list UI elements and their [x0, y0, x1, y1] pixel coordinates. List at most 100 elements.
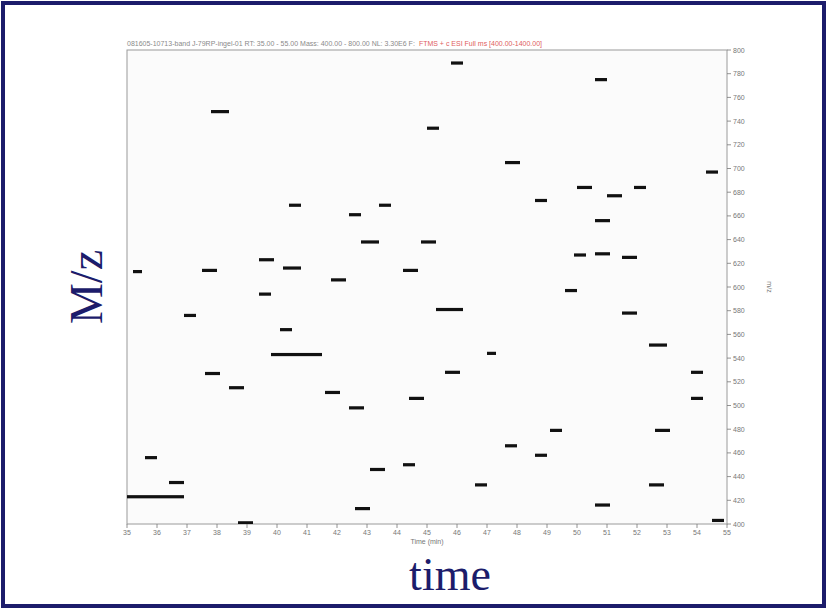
spot — [475, 483, 487, 486]
header: 081605-10713-band J-79RP-ingel-01 RT: 35… — [127, 40, 415, 48]
x-tick-label: 40 — [273, 529, 281, 536]
x-tick-label: 36 — [153, 529, 161, 536]
spot — [436, 308, 463, 311]
y-tick-label: 640 — [733, 236, 745, 243]
x-tick — [427, 524, 428, 528]
spot — [655, 429, 670, 432]
y-tick — [727, 144, 731, 145]
x-tick — [547, 524, 548, 528]
spot — [355, 507, 370, 510]
spot — [403, 269, 418, 272]
x-tick — [367, 524, 368, 528]
y-tick-label: 600 — [733, 284, 745, 291]
x-tick — [517, 524, 518, 528]
x-tick-label: 50 — [573, 529, 581, 536]
spot — [349, 406, 364, 409]
spot — [238, 521, 253, 524]
spot — [595, 219, 610, 222]
y-tick — [727, 215, 731, 216]
spot — [271, 353, 322, 356]
spot — [289, 204, 301, 207]
slide: 081605-10713-band J-79RP-ingel-01 RT: 35… — [0, 0, 827, 609]
y-tick-label: 620 — [733, 260, 745, 267]
spot — [535, 454, 547, 457]
y-tick-label: 740 — [733, 118, 745, 125]
spot — [634, 186, 646, 189]
x-tick — [217, 524, 218, 528]
x-tick-label: 45 — [423, 529, 431, 536]
spot — [202, 269, 217, 272]
spot — [505, 444, 517, 447]
x-tick — [607, 524, 608, 528]
x-tick — [727, 524, 728, 528]
x-axis-title: Time (min) — [410, 538, 443, 546]
x-tick-label: 43 — [363, 529, 371, 536]
chart: 081605-10713-band J-79RP-ingel-01 RT: 35… — [0, 0, 827, 609]
spot — [361, 240, 379, 243]
y-tick — [727, 334, 731, 335]
x-tick — [307, 524, 308, 528]
x-tick — [157, 524, 158, 528]
spot — [145, 456, 157, 459]
spot — [706, 170, 718, 173]
spot — [325, 391, 340, 394]
header-scan: FTMS + c ESI Full ms [400.00-1400.00] — [419, 40, 542, 48]
spot — [622, 256, 637, 259]
spot — [574, 253, 586, 256]
y-tick-label: 460 — [733, 449, 745, 456]
y-tick — [727, 192, 731, 193]
spot — [595, 252, 610, 255]
x-tick-label: 39 — [243, 529, 251, 536]
y-tick-label: 680 — [733, 189, 745, 196]
y-tick — [727, 121, 731, 122]
x-tick — [487, 524, 488, 528]
spot — [133, 270, 142, 273]
y-tick — [727, 287, 731, 288]
y-tick — [727, 381, 731, 382]
y-tick — [727, 452, 731, 453]
x-tick-label: 48 — [513, 529, 521, 536]
spot — [535, 199, 547, 202]
y-tick-label: 420 — [733, 497, 745, 504]
y-tick-label: 560 — [733, 331, 745, 338]
spot — [505, 161, 520, 164]
y-tick — [727, 476, 731, 477]
y-tick-label: 800 — [733, 47, 745, 54]
spot — [229, 386, 244, 389]
x-tick-label: 49 — [543, 529, 551, 536]
y-tick-label: 720 — [733, 141, 745, 148]
y-tick-label: 760 — [733, 94, 745, 101]
y-tick — [727, 358, 731, 359]
spot — [211, 110, 229, 113]
x-tick — [637, 524, 638, 528]
x-tick-label: 44 — [393, 529, 401, 536]
x-tick-label: 42 — [333, 529, 341, 536]
y-tick-label: 700 — [733, 165, 745, 172]
y-tick-label: 440 — [733, 473, 745, 480]
x-tick — [577, 524, 578, 528]
spot — [379, 204, 391, 207]
x-tick — [457, 524, 458, 528]
spot — [565, 289, 577, 292]
y-tick-label: 780 — [733, 70, 745, 77]
x-tick-label: 37 — [183, 529, 191, 536]
x-tick-label: 52 — [633, 529, 641, 536]
y-tick — [727, 239, 731, 240]
spot — [349, 213, 361, 216]
y-tick-label: 660 — [733, 212, 745, 219]
y-tick-label: 520 — [733, 378, 745, 385]
y-tick — [727, 310, 731, 311]
spot — [595, 78, 607, 81]
spot — [451, 61, 463, 64]
plot-frame — [127, 50, 727, 524]
y-tick-label: 500 — [733, 402, 745, 409]
spot — [445, 371, 460, 374]
slide-y-label: M/z — [61, 250, 112, 324]
spot — [409, 397, 424, 400]
spot — [649, 483, 664, 486]
y-tick — [727, 429, 731, 430]
slide-border — [3, 3, 824, 606]
spot — [487, 352, 496, 355]
x-tick — [337, 524, 338, 528]
y-axis-title: m/z — [766, 281, 773, 293]
